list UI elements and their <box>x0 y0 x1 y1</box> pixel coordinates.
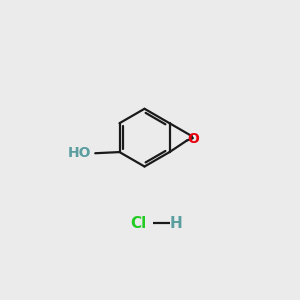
Text: HO: HO <box>68 146 92 160</box>
Text: Cl: Cl <box>130 216 147 231</box>
Text: O: O <box>188 132 199 146</box>
Text: H: H <box>169 216 182 231</box>
